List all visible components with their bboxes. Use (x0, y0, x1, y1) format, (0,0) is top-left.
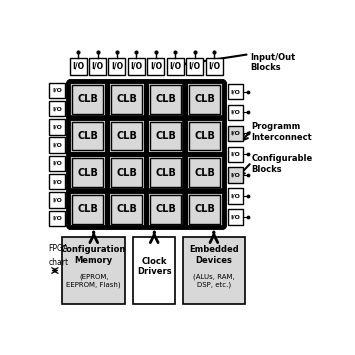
Bar (228, 126, 243, 141)
Bar (72, 121, 103, 151)
Text: CLB: CLB (116, 131, 137, 141)
Bar (228, 189, 243, 204)
Text: I/O: I/O (52, 106, 62, 111)
Bar (109, 58, 125, 75)
Bar (228, 209, 243, 225)
Text: Embedded
Devices: Embedded Devices (189, 245, 239, 264)
Bar (111, 85, 142, 114)
Text: I/O: I/O (230, 152, 240, 157)
Bar (70, 58, 87, 75)
Bar (62, 237, 125, 304)
Text: I/O: I/O (52, 161, 62, 166)
Bar (49, 119, 65, 135)
Text: CLB: CLB (194, 94, 215, 104)
Bar (147, 58, 164, 75)
Bar (228, 105, 243, 120)
Text: I/O: I/O (52, 124, 62, 129)
Bar (183, 237, 245, 304)
Text: I/O: I/O (130, 62, 142, 71)
Bar (150, 195, 181, 224)
Bar (186, 58, 203, 75)
Text: (ALUs, RAM,
DSP, etc.): (ALUs, RAM, DSP, etc.) (193, 274, 235, 288)
Text: CLB: CLB (77, 204, 98, 214)
Text: FPGA: FPGA (48, 244, 69, 253)
Text: I/O: I/O (230, 131, 240, 136)
Bar (206, 58, 223, 75)
Text: I/O: I/O (230, 193, 240, 198)
Bar (133, 237, 175, 304)
Text: I/O: I/O (230, 110, 240, 115)
Bar (49, 83, 65, 98)
Bar (189, 121, 220, 151)
Bar (189, 158, 220, 187)
Bar (111, 121, 142, 151)
Bar (150, 158, 181, 187)
Bar (111, 195, 142, 224)
Bar (228, 147, 243, 162)
Bar (128, 58, 145, 75)
Text: I/O: I/O (52, 216, 62, 221)
Text: I/O: I/O (72, 62, 84, 71)
Text: CLB: CLB (77, 94, 98, 104)
Text: CLB: CLB (155, 131, 176, 141)
Bar (228, 168, 243, 183)
Text: I/O: I/O (230, 214, 240, 219)
Text: I/O: I/O (150, 62, 162, 71)
Bar (49, 192, 65, 208)
Bar (150, 121, 181, 151)
Text: CLB: CLB (155, 204, 176, 214)
Bar (49, 211, 65, 226)
Text: I/O: I/O (92, 62, 104, 71)
Bar (89, 58, 106, 75)
Bar (189, 85, 220, 114)
Bar (228, 84, 243, 99)
Text: CLB: CLB (155, 168, 176, 178)
Bar (150, 85, 181, 114)
Bar (49, 156, 65, 171)
Text: CLB: CLB (116, 168, 137, 178)
Text: CLB: CLB (194, 131, 215, 141)
Bar (49, 137, 65, 153)
Text: I/O: I/O (189, 62, 201, 71)
Bar (189, 195, 220, 224)
Bar (72, 195, 103, 224)
Bar (49, 174, 65, 189)
Text: Clock
Drivers: Clock Drivers (137, 257, 171, 276)
Bar (72, 158, 103, 187)
Text: CLB: CLB (77, 168, 98, 178)
Text: CLB: CLB (116, 204, 137, 214)
Text: CLB: CLB (194, 168, 215, 178)
Text: chart: chart (48, 258, 69, 267)
Text: I/O: I/O (52, 88, 62, 93)
Text: I/O: I/O (52, 179, 62, 184)
Text: CLB: CLB (77, 131, 98, 141)
Bar (69, 81, 224, 228)
Text: CLB: CLB (194, 204, 215, 214)
Text: I/O: I/O (208, 62, 220, 71)
Text: I/O: I/O (52, 197, 62, 202)
Text: Configuration
Memory: Configuration Memory (61, 245, 126, 264)
Text: Programm
Interconnect: Programm Interconnect (252, 122, 312, 142)
Bar (72, 85, 103, 114)
Text: I/O: I/O (169, 62, 181, 71)
Text: I/O: I/O (230, 89, 240, 94)
Bar (49, 101, 65, 116)
Text: CLB: CLB (116, 94, 137, 104)
Text: I/O: I/O (52, 143, 62, 148)
Text: Input/Out
Blocks: Input/Out Blocks (250, 53, 295, 72)
Text: I/O: I/O (230, 173, 240, 178)
Bar (111, 158, 142, 187)
Text: I/O: I/O (111, 62, 123, 71)
Bar (167, 58, 184, 75)
Text: Configurable
Blocks: Configurable Blocks (252, 154, 313, 174)
Text: (EPROM,
EEPROM, Flash): (EPROM, EEPROM, Flash) (66, 274, 121, 288)
Text: CLB: CLB (155, 94, 176, 104)
